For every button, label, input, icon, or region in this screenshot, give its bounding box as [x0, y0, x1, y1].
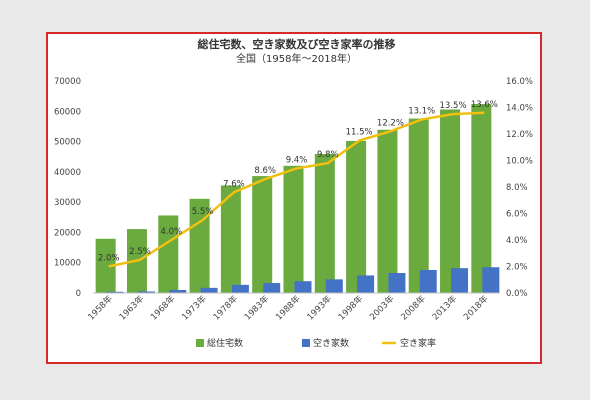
y-right-tick-label: 12.0% — [506, 130, 533, 140]
legend-label: 総住宅数 — [207, 337, 243, 349]
vacant-houses-bar — [357, 275, 375, 293]
vacant-houses-bar — [263, 283, 281, 293]
y-left-tick-label: 50000 — [54, 138, 81, 148]
total-housing-bar — [158, 215, 179, 293]
y-right-tick-label: 8.0% — [506, 183, 528, 193]
vacant-houses-bar — [169, 289, 187, 293]
y-right-tick-label: 0.0% — [506, 289, 528, 299]
vacancy-rate-data-label: 2.0% — [98, 254, 120, 264]
x-tick-label: 1978年 — [211, 293, 240, 322]
x-tick-label: 2003年 — [367, 293, 396, 322]
x-tick-label: 1973年 — [180, 293, 209, 322]
vacancy-rate-data-label: 12.2% — [377, 118, 404, 128]
x-tick-label: 2013年 — [430, 293, 459, 322]
y-right-tick-label: 4.0% — [506, 236, 528, 246]
vacancy-rate-data-label: 7.6% — [223, 179, 245, 189]
vacancy-rate-data-label: 5.5% — [192, 207, 214, 217]
vacancy-rate-data-label: 11.5% — [346, 128, 373, 138]
x-tick-label: 1993年 — [305, 293, 334, 322]
y-right-tick-label: 10.0% — [506, 157, 533, 167]
y-right-tick-label: 14.0% — [506, 104, 533, 114]
vacancy-rate-data-label: 13.5% — [440, 101, 467, 111]
y-right-tick-label: 6.0% — [506, 210, 528, 220]
vacancy-rate-data-label: 13.6% — [471, 100, 498, 110]
legend-label: 空き家率 — [400, 337, 436, 349]
x-tick-label: 1983年 — [242, 293, 271, 322]
x-tick-label: 2018年 — [461, 293, 490, 322]
total-housing-bar — [189, 198, 210, 293]
x-tick-label: 1988年 — [274, 293, 303, 322]
x-tick-label: 1963年 — [117, 293, 146, 322]
vacant-houses-bar — [137, 291, 155, 293]
chart-frame: 総住宅数、空き家数及び空き家率の推移 全国（1958年～2018年） 0 10000 2… — [46, 32, 542, 364]
vacancy-rate-data-label: 13.1% — [408, 106, 435, 116]
chart-title: 総住宅数、空き家数及び空き家率の推移 — [198, 37, 396, 51]
vacant-houses-bar — [482, 267, 500, 293]
x-tick-label: 1958年 — [86, 293, 115, 322]
y-right-tick-label: 16.0% — [506, 77, 533, 87]
total-housing-bar — [283, 165, 304, 293]
total-housing-bar — [408, 118, 429, 293]
total-housing-bar — [346, 140, 367, 293]
y-left-tick-label: 30000 — [54, 198, 81, 208]
x-tick-label: 1968年 — [148, 293, 177, 322]
total-housing-bar — [314, 153, 335, 293]
vacant-houses-bar — [231, 284, 249, 293]
y-left-tick-label: 60000 — [54, 107, 81, 117]
vacancy-rate-data-label: 2.5% — [129, 247, 151, 257]
legend-swatch — [196, 339, 204, 347]
y-left-tick-label: 0 — [76, 289, 81, 299]
total-housing-bar — [471, 104, 492, 293]
vacant-houses-bar — [325, 279, 343, 293]
x-tick-label: 2008年 — [399, 293, 428, 322]
vacant-houses-bar — [106, 291, 124, 293]
legend-label: 空き家数 — [313, 337, 349, 349]
vacant-houses-bar — [200, 287, 218, 293]
y-left-tick-label: 40000 — [54, 168, 81, 178]
vacancy-rate-data-label: 8.6% — [254, 166, 276, 176]
vacancy-rate-data-label: 4.0% — [160, 227, 182, 237]
chart-subtitle: 全国（1958年～2018年） — [236, 52, 357, 65]
vacancy-rate-data-label: 9.8% — [317, 150, 339, 160]
total-housing-bar — [95, 238, 116, 293]
total-housing-bar — [252, 176, 273, 293]
total-housing-bar — [377, 129, 398, 293]
vacant-houses-bar — [419, 269, 437, 293]
vacancy-rate-data-label: 9.4% — [286, 155, 308, 165]
vacant-houses-bar — [388, 273, 406, 293]
y-left-tick-label: 70000 — [54, 77, 81, 87]
legend-swatch — [302, 339, 310, 347]
y-right-tick-label: 2.0% — [506, 263, 528, 273]
x-tick-label: 1998年 — [336, 293, 365, 322]
y-left-tick-label: 20000 — [54, 228, 81, 238]
total-housing-bar — [440, 109, 461, 294]
vacant-houses-bar — [294, 281, 312, 293]
y-left-tick-label: 10000 — [54, 259, 81, 269]
total-housing-bar — [220, 185, 241, 293]
vacancy-rate-line — [108, 111, 485, 268]
vacant-houses-bar — [451, 268, 469, 293]
